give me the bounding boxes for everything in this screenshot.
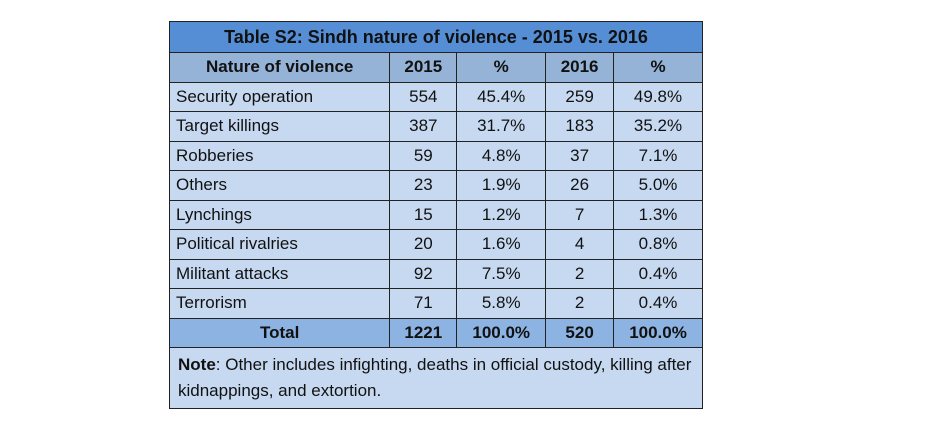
table-cell: 1.9% <box>456 170 547 201</box>
table-cell: Target killings <box>168 111 391 142</box>
header-row: Nature of violence 2015 % 2016 % <box>168 52 703 83</box>
header-cell: % <box>456 52 547 83</box>
total-cell: 520 <box>545 317 615 348</box>
table-cell: 4.8% <box>456 140 547 171</box>
table-row: Robberies 59 4.8% 37 7.1% <box>168 140 703 171</box>
table-cell: 31.7% <box>456 111 547 142</box>
table-note: Note: Other includes infighting, deaths … <box>169 347 703 409</box>
total-cell: 100.0% <box>613 317 703 348</box>
table-row: Target killings 387 31.7% 183 35.2% <box>168 111 703 142</box>
table-cell: 7.1% <box>613 140 703 171</box>
table-cell: 26 <box>545 170 615 201</box>
table-cell: 0.4% <box>613 288 703 319</box>
table-cell: Militant attacks <box>168 258 391 289</box>
table-cell: Robberies <box>168 140 391 171</box>
table-cell: Lynchings <box>168 199 391 230</box>
violence-table: Table S2: Sindh nature of violence - 201… <box>168 21 703 409</box>
table-cell: 49.8% <box>613 81 703 112</box>
table-cell: 2 <box>545 288 615 319</box>
table-cell: 1.6% <box>456 229 547 260</box>
table-cell: 5.8% <box>456 288 547 319</box>
table-row: Security operation 554 45.4% 259 49.8% <box>168 81 703 112</box>
table-cell: 23 <box>389 170 458 201</box>
table-cell: 15 <box>389 199 458 230</box>
table-cell: 554 <box>389 81 458 112</box>
header-cell: 2015 <box>389 52 458 83</box>
table-cell: 4 <box>545 229 615 260</box>
total-row: Total 1221 100.0% 520 100.0% <box>168 317 703 348</box>
note-label: Note <box>178 355 216 374</box>
table-cell: 7.5% <box>456 258 547 289</box>
header-cell: % <box>613 52 703 83</box>
table-cell: 2 <box>545 258 615 289</box>
table-cell: Political rivalries <box>168 229 391 260</box>
header-cell: Nature of violence <box>168 52 391 83</box>
table-cell: 45.4% <box>456 81 547 112</box>
table-cell: 92 <box>389 258 458 289</box>
table-cell: 37 <box>545 140 615 171</box>
table-cell: Terrorism <box>168 288 391 319</box>
total-cell: Total <box>168 317 391 348</box>
total-cell: 1221 <box>389 317 458 348</box>
table-cell: 20 <box>389 229 458 260</box>
table-cell: 1.2% <box>456 199 547 230</box>
table-cell: 59 <box>389 140 458 171</box>
table-cell: 0.4% <box>613 258 703 289</box>
table-cell: 1.3% <box>613 199 703 230</box>
table-cell: 7 <box>545 199 615 230</box>
note-text: : Other includes infighting, deaths in o… <box>178 355 692 400</box>
table-row: Militant attacks 92 7.5% 2 0.4% <box>168 258 703 289</box>
total-cell: 100.0% <box>456 317 547 348</box>
table-row: Others 23 1.9% 26 5.0% <box>168 170 703 201</box>
table-row: Lynchings 15 1.2% 7 1.3% <box>168 199 703 230</box>
table-cell: 35.2% <box>613 111 703 142</box>
table-cell: 5.0% <box>613 170 703 201</box>
table-row: Political rivalries 20 1.6% 4 0.8% <box>168 229 703 260</box>
table-cell: 387 <box>389 111 458 142</box>
table-cell: 259 <box>545 81 615 112</box>
table-cell: Security operation <box>168 81 391 112</box>
table-cell: 183 <box>545 111 615 142</box>
table-cell: 71 <box>389 288 458 319</box>
table-cell: 0.8% <box>613 229 703 260</box>
table-cell: Others <box>168 170 391 201</box>
header-cell: 2016 <box>545 52 615 83</box>
table-title: Table S2: Sindh nature of violence - 201… <box>169 21 703 53</box>
table-row: Terrorism 71 5.8% 2 0.4% <box>168 288 703 319</box>
